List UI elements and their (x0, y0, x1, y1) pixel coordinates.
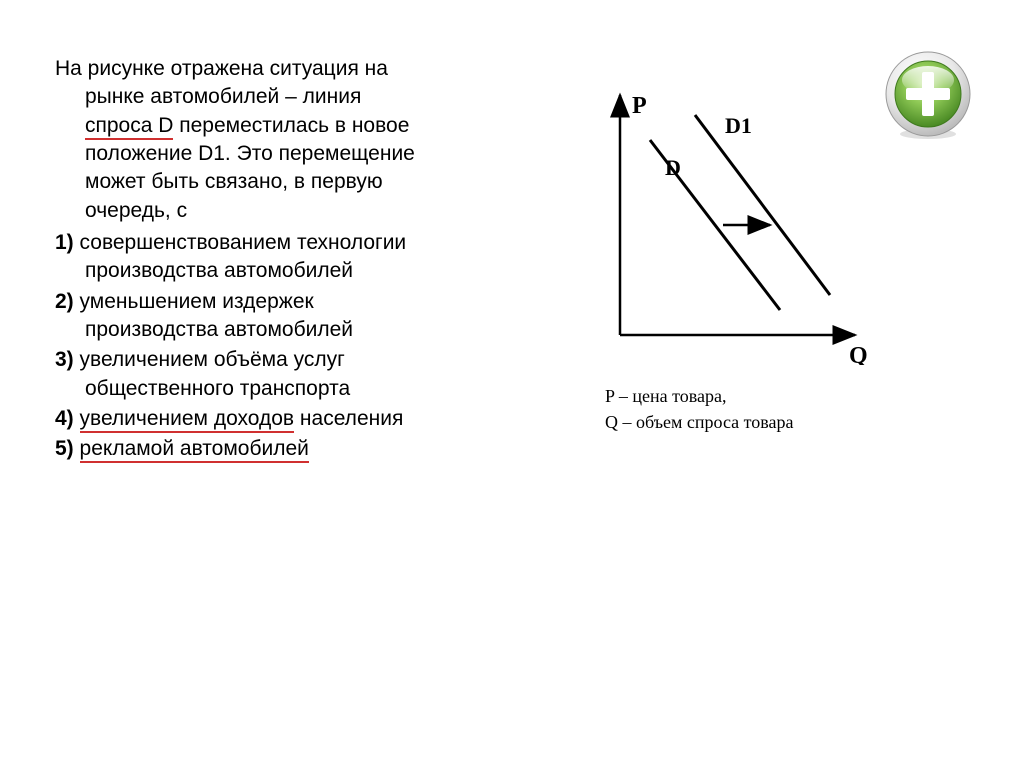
option-num: 3) (55, 348, 74, 371)
legend-line-2: Q – объем спроса товара (605, 409, 895, 435)
legend-line-1: P – цена товара, (605, 383, 895, 409)
option-num: 2) (55, 290, 74, 313)
option-4: 4) увеличением доходов населения (55, 405, 425, 433)
intro-pre: На рисунке отражена ситуация на рынке ав… (55, 57, 388, 108)
option-5: 5) рекламой автомобилей (55, 435, 425, 463)
option-text-underlined: увеличением доходов (80, 407, 295, 433)
option-2: 2) уменьшением издержек производства авт… (55, 288, 425, 345)
svg-text:Q: Q (849, 343, 868, 365)
legend-q-desc: – объем спроса товара (623, 412, 794, 432)
legend-p-desc: – цена товара, (619, 386, 727, 406)
chart-legend: P – цена товара, Q – объем спроса товара (605, 383, 895, 435)
svg-text:D: D (665, 155, 681, 180)
option-3: 3) увеличением объёма услуг общественног… (55, 346, 425, 403)
option-num: 5) (55, 437, 74, 460)
svg-text:D1: D1 (725, 113, 752, 138)
option-num: 4) (55, 407, 74, 430)
option-text-rest: населения (294, 407, 403, 430)
option-text: увеличением объёма услуг общественного т… (80, 348, 351, 399)
question-block: На рисунке отражена ситуация на рынке ав… (55, 55, 425, 466)
svg-text:P: P (632, 93, 647, 119)
legend-q: Q (605, 412, 623, 432)
option-1: 1) совершенствованием технологии произво… (55, 229, 425, 286)
option-num: 1) (55, 231, 74, 254)
intro-text: На рисунке отражена ситуация на рынке ав… (55, 55, 425, 225)
option-text-underlined: рекламой автомобилей (80, 437, 309, 463)
demand-chart: P Q D D1 (555, 85, 885, 365)
intro-underline-1: спроса D (85, 114, 173, 140)
legend-p: P (605, 386, 619, 406)
plus-badge-icon (882, 50, 974, 142)
chart-area: PQDD1 P – цена товара, Q – объем спроса … (555, 85, 895, 435)
option-text: совершенствованием технологии производст… (80, 231, 407, 282)
option-text: уменьшением издержек производства автомо… (80, 290, 353, 341)
